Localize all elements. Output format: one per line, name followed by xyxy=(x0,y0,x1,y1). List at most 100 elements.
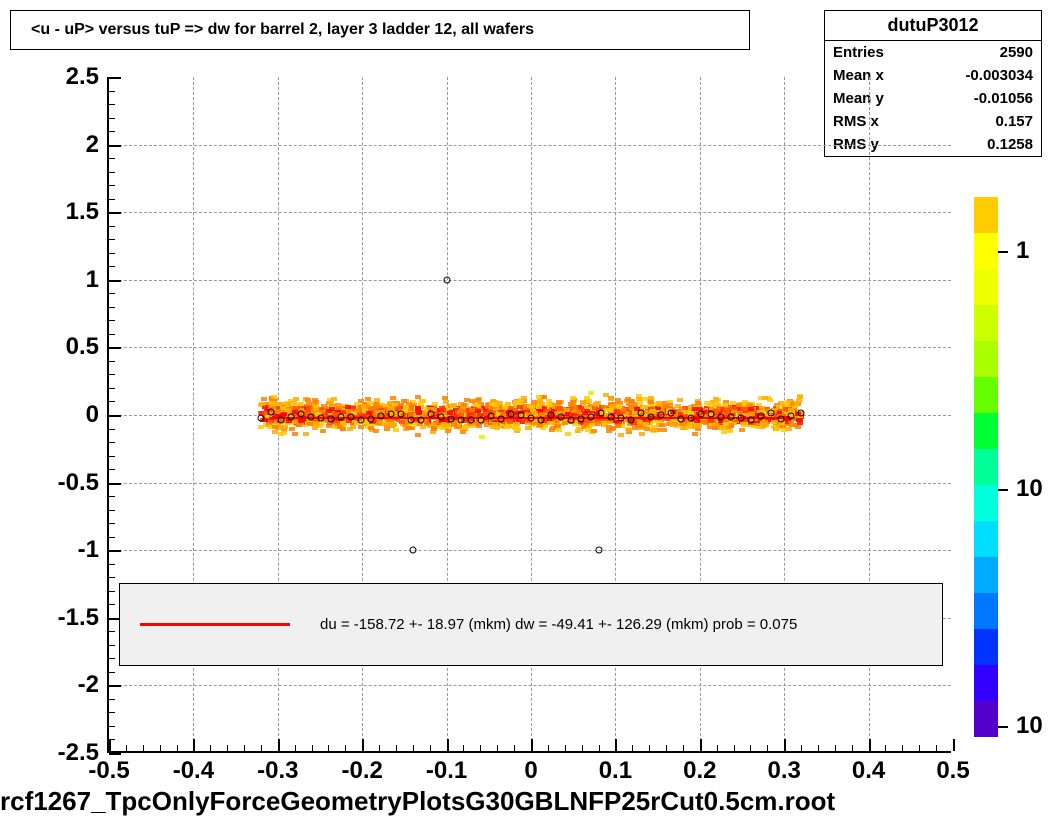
heat-cell xyxy=(786,427,792,431)
tick-x-minor xyxy=(548,745,549,751)
heat-cell xyxy=(517,405,523,409)
heat-cell xyxy=(328,401,334,405)
heat-cell xyxy=(278,425,284,429)
heat-cell xyxy=(580,401,586,405)
tick-x-minor xyxy=(649,745,650,751)
colorbar-segment xyxy=(974,701,998,737)
stats-value: 0.1258 xyxy=(987,136,1033,153)
heat-cell xyxy=(713,397,719,401)
tick-x-minor xyxy=(801,745,802,751)
stats-value: -0.003034 xyxy=(965,67,1033,84)
z-colorbar xyxy=(974,197,998,737)
heat-cell xyxy=(626,428,632,432)
profile-marker xyxy=(377,412,384,419)
heat-cell xyxy=(614,409,620,413)
heat-cell xyxy=(340,421,346,425)
colorbar-tick-label: 10 xyxy=(1016,475,1043,503)
heat-cell xyxy=(797,421,803,425)
heat-cell xyxy=(762,420,768,424)
heat-cell xyxy=(350,425,356,429)
heat-cell xyxy=(776,405,782,409)
tick-y-minor xyxy=(109,429,115,430)
heat-cell xyxy=(788,408,794,412)
heat-cell xyxy=(337,425,343,429)
x-axis-label: 0.4 xyxy=(852,751,885,785)
heat-cell xyxy=(489,402,495,406)
heat-cell xyxy=(700,420,706,424)
heat-cell xyxy=(384,427,390,431)
tick-y-minor xyxy=(109,185,115,186)
heat-cell xyxy=(445,429,451,433)
tick-x-minor xyxy=(160,745,161,751)
heat-cell xyxy=(677,398,683,402)
profile-marker xyxy=(417,416,424,423)
profile-marker xyxy=(437,413,444,420)
y-axis-label: 2 xyxy=(86,131,109,159)
heat-cell xyxy=(411,423,417,427)
profile-marker xyxy=(668,410,675,417)
profile-marker xyxy=(528,415,535,422)
heat-cell xyxy=(692,432,698,436)
x-axis-label: 0.2 xyxy=(683,751,716,785)
heat-cell xyxy=(713,409,719,413)
heat-cell xyxy=(712,422,718,426)
tick-x-minor xyxy=(463,745,464,751)
profile-marker xyxy=(568,417,575,424)
heat-cell xyxy=(692,407,698,411)
heat-cell xyxy=(562,421,568,425)
grid-line-h xyxy=(109,280,951,281)
grid-line-h xyxy=(109,483,951,484)
heat-cell xyxy=(728,423,734,427)
colorbar-segment xyxy=(974,341,998,377)
heat-cell xyxy=(588,391,594,395)
tick-x-minor xyxy=(362,745,363,751)
heat-cell xyxy=(512,426,518,430)
heat-cell xyxy=(615,424,621,428)
heat-cell xyxy=(405,426,411,430)
tick-x-minor xyxy=(413,745,414,751)
heat-cell xyxy=(444,423,450,427)
heat-cell xyxy=(650,428,656,432)
heat-cell xyxy=(707,403,713,407)
tick-x-minor xyxy=(615,745,616,751)
tick-y-minor xyxy=(109,293,115,294)
heat-cell xyxy=(292,432,298,436)
heat-cell xyxy=(440,408,446,412)
fit-legend-box: du = -158.72 +- 18.97 (mkm) dw = -49.41 … xyxy=(119,583,943,667)
heat-cell xyxy=(708,419,714,423)
heat-cell xyxy=(589,423,595,427)
tick-x-minor xyxy=(109,745,110,751)
heat-cell xyxy=(621,408,627,412)
heat-cell xyxy=(331,397,337,401)
profile-marker xyxy=(698,410,705,417)
heat-cell xyxy=(615,398,621,402)
profile-marker xyxy=(588,414,595,421)
profile-marker xyxy=(708,411,715,418)
heat-cell xyxy=(774,427,780,431)
heat-cell xyxy=(507,420,513,424)
heat-cell xyxy=(298,419,304,423)
colorbar-segment xyxy=(974,521,998,557)
profile-marker xyxy=(457,416,464,423)
heat-cell xyxy=(259,402,265,406)
colorbar-segment xyxy=(974,305,998,341)
heat-cell xyxy=(475,398,481,402)
colorbar-segment xyxy=(974,593,998,629)
tick-y-minor xyxy=(109,469,115,470)
tick-y-minor xyxy=(109,158,115,159)
heat-cell xyxy=(642,405,648,409)
heat-cell xyxy=(723,422,729,426)
heat-cell xyxy=(657,403,663,407)
heat-cell xyxy=(403,405,409,409)
outlier-marker xyxy=(409,547,416,554)
heat-cell xyxy=(367,401,373,405)
heat-cell xyxy=(374,398,380,402)
heat-cell xyxy=(628,405,634,409)
heat-cell xyxy=(639,432,645,436)
profile-marker xyxy=(317,414,324,421)
y-axis-label: 0 xyxy=(86,401,109,429)
tick-y-minor xyxy=(109,577,115,578)
heat-cell xyxy=(628,399,634,403)
y-axis-label: 1 xyxy=(86,266,109,294)
profile-marker xyxy=(477,417,484,424)
